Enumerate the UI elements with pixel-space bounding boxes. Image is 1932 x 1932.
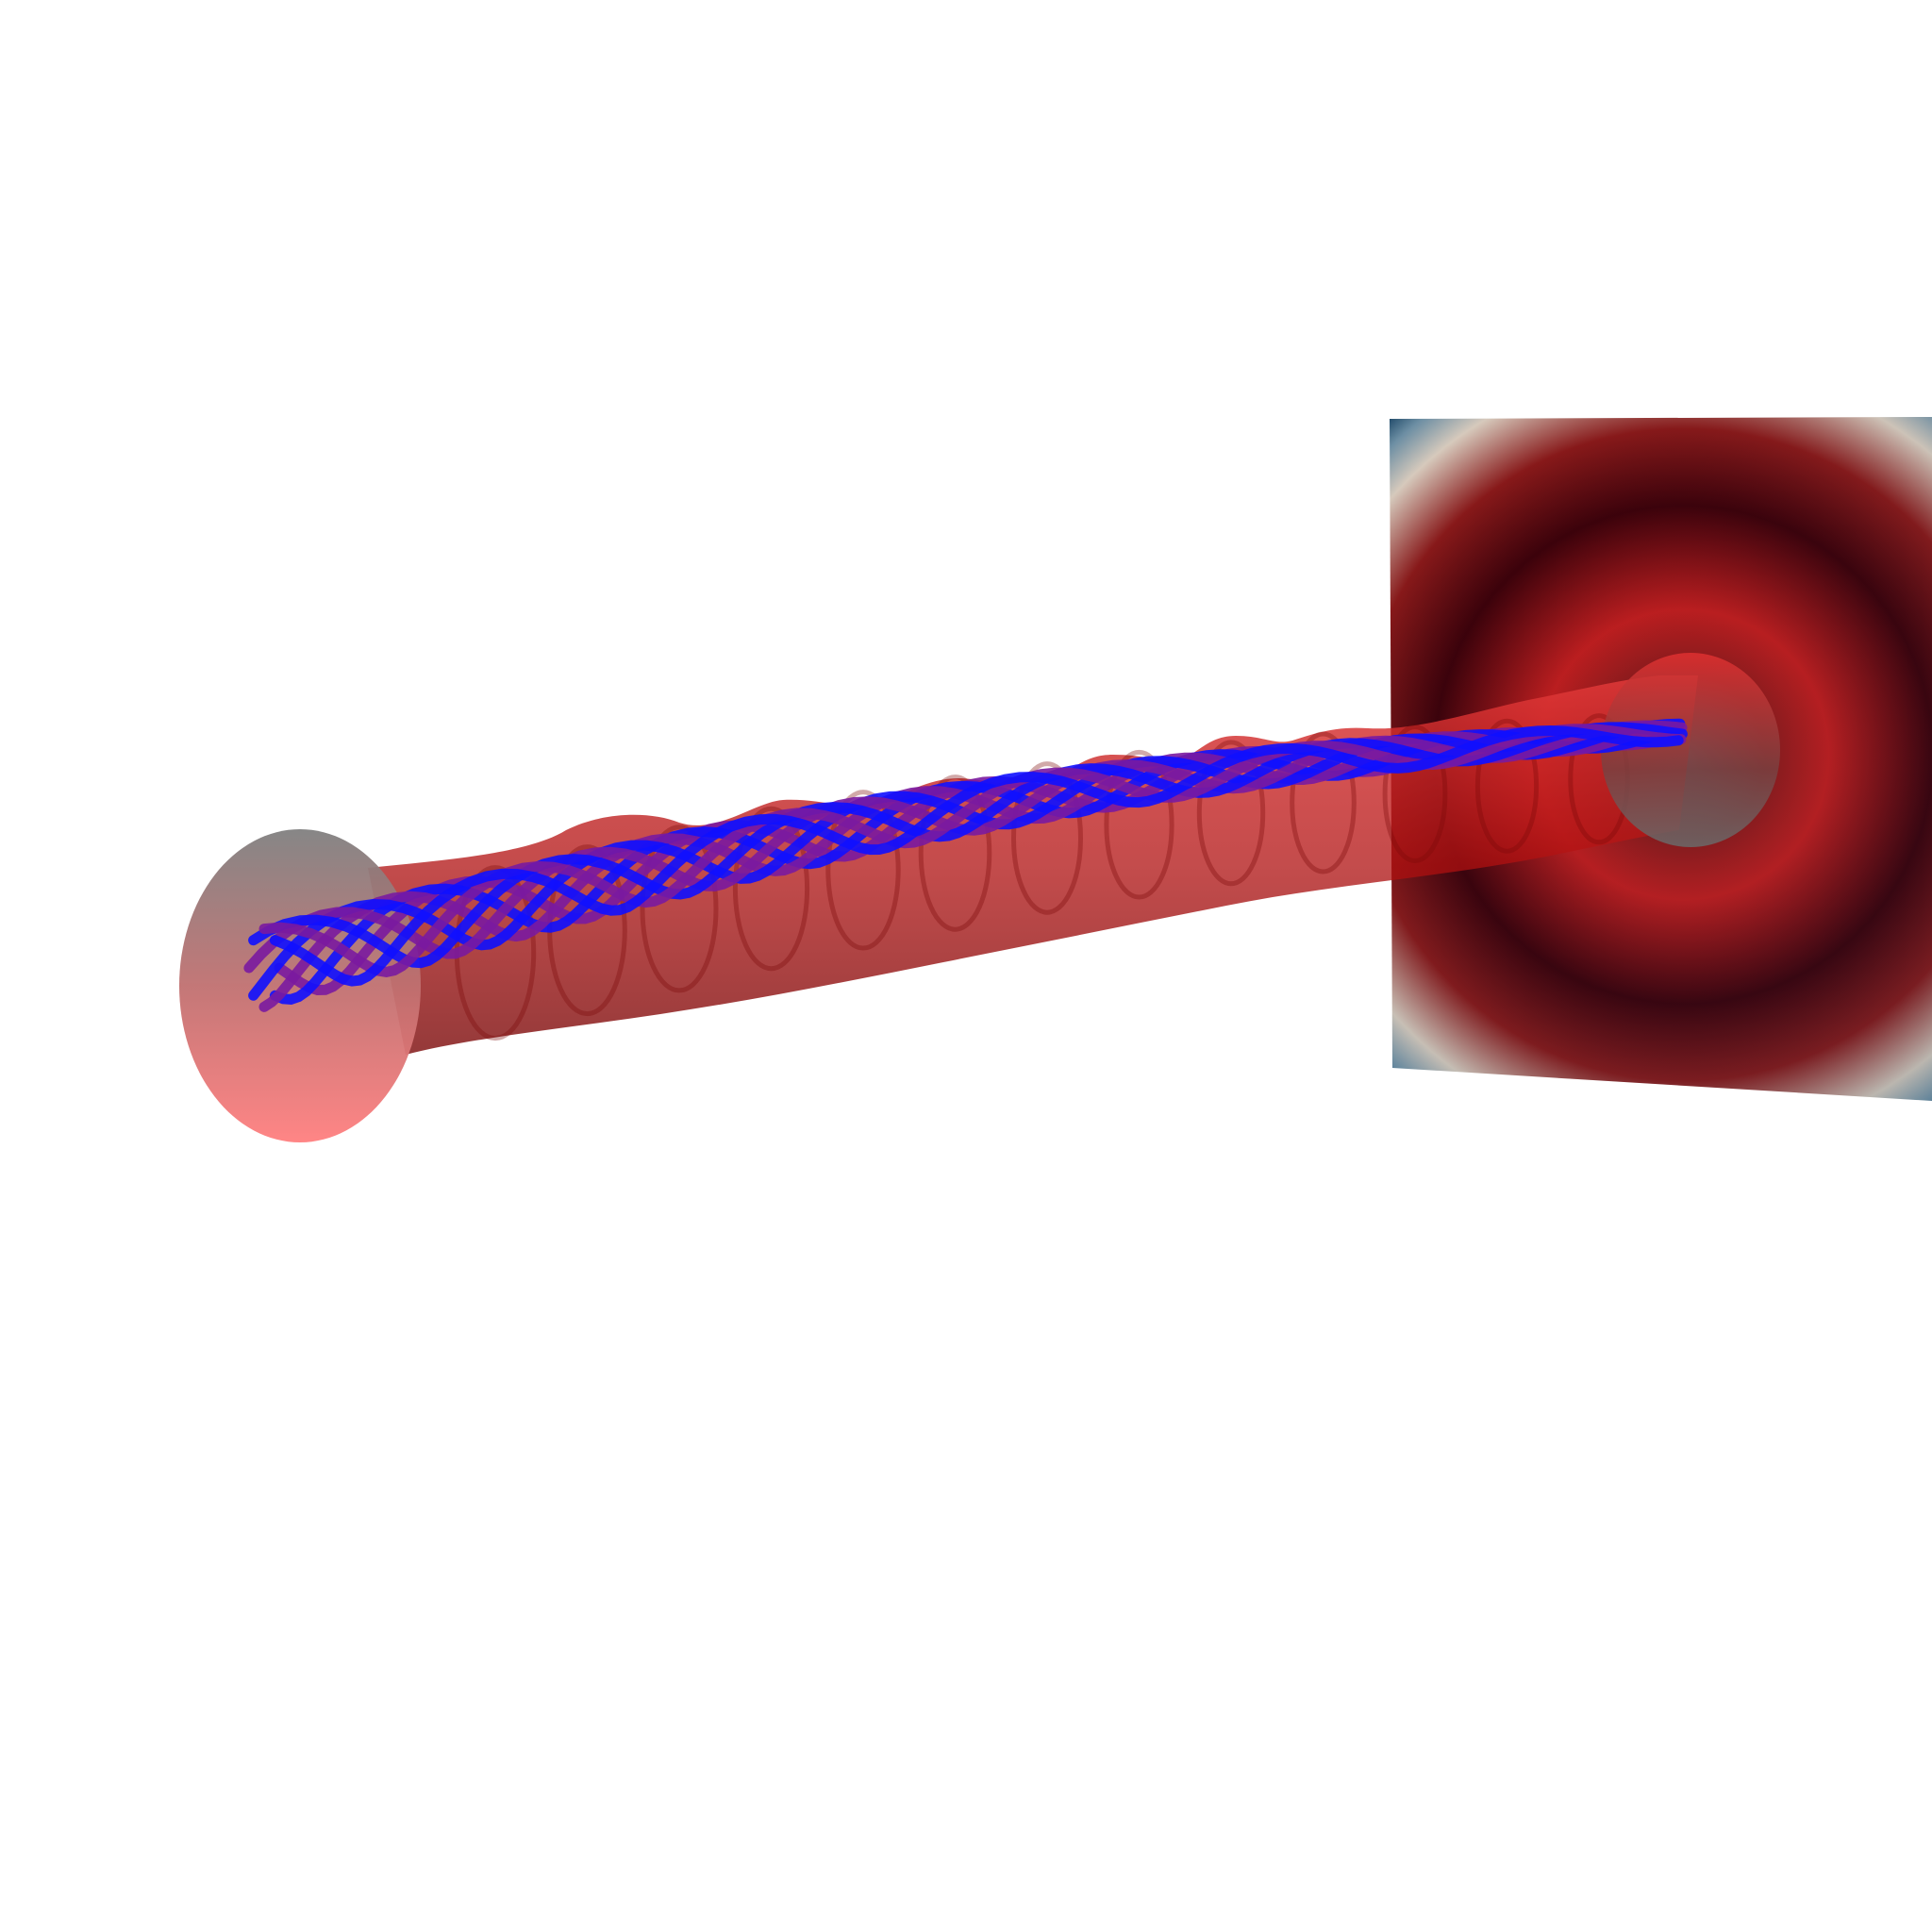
beam-tube-ring bbox=[640, 824, 719, 993]
fiber-bundle bbox=[243, 718, 1688, 1012]
beam-tube-ring bbox=[1104, 749, 1174, 900]
beam-tube-ring bbox=[918, 774, 992, 932]
beam-tube-rings bbox=[454, 713, 1630, 1041]
beam-tube-ring bbox=[1011, 761, 1083, 915]
beam-tube-ring bbox=[732, 806, 810, 972]
beam-tube-ring bbox=[1474, 718, 1540, 854]
beam-tube-ring bbox=[1196, 740, 1266, 887]
beam-tube-ring bbox=[1382, 724, 1448, 863]
fiber-strand bbox=[269, 724, 1684, 987]
beam-tube-ring bbox=[1290, 731, 1357, 874]
beam-right-end-cap bbox=[1601, 653, 1780, 847]
beam-tube-ring bbox=[825, 790, 901, 951]
